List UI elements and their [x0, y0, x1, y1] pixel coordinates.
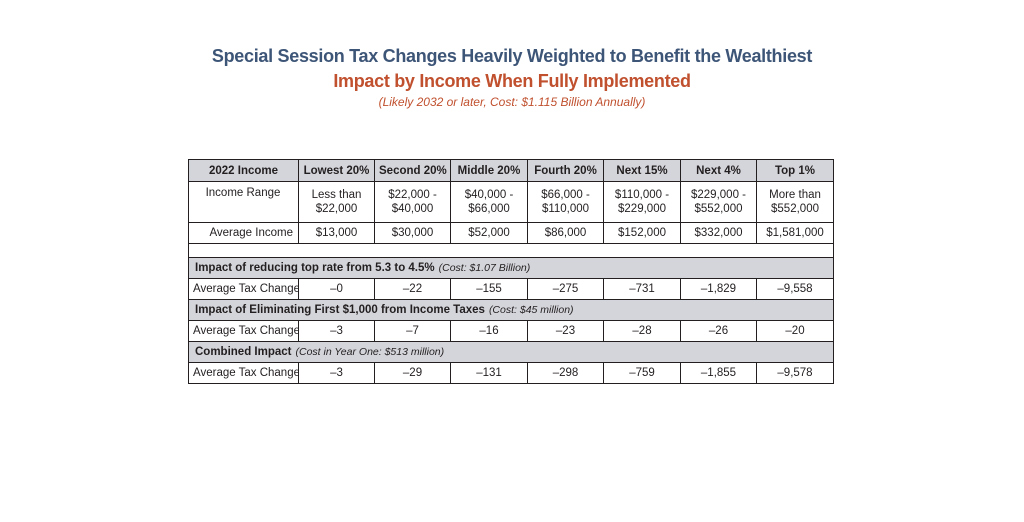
table-cell: –275	[527, 278, 604, 300]
section-header-row: Combined Impact (Cost in Year One: $513 m…	[188, 341, 834, 363]
table-cell: $332,000	[680, 222, 757, 244]
header-cell: Second 20%	[374, 159, 451, 182]
table-header-row: 2022 Income Lowest 20% Second 20% Middle…	[188, 159, 834, 182]
row-label: Average Income	[188, 222, 299, 244]
table-cell: –23	[527, 320, 604, 342]
table-cell: $1,581,000	[756, 222, 834, 244]
section-header-row: Impact of Eliminating First $1,000 from …	[188, 299, 834, 321]
range-line: More than	[769, 189, 821, 201]
table-cell: More than $552,000	[756, 181, 834, 223]
header-cell: Middle 20%	[450, 159, 528, 182]
table-cell: –155	[450, 278, 528, 300]
table-cell: –3	[298, 362, 375, 384]
table-cell: $66,000 - $110,000	[527, 181, 604, 223]
row-label: Average Tax Change	[188, 278, 299, 300]
range-line: $110,000 -	[614, 189, 670, 201]
section-cost: (Cost: $45 million)	[488, 304, 574, 316]
table-cell: –26	[680, 320, 757, 342]
header-cell: Fourth 20%	[527, 159, 604, 182]
row-label: Income Range	[188, 181, 299, 223]
header-cell: Top 1%	[756, 159, 834, 182]
table-cell: $110,000 - $229,000	[603, 181, 681, 223]
section-cost: (Cost in Year One: $513 million)	[295, 346, 445, 358]
section-cost: (Cost: $1.07 Billion)	[438, 262, 531, 274]
range-line: $552,000	[694, 203, 743, 215]
tax-change-row: Average Tax Change –3 –29 –131 –298 –759…	[188, 362, 834, 384]
report-subtitle: Impact by Income When Fully Implemented	[333, 71, 691, 91]
table-cell: –20	[756, 320, 834, 342]
average-income-row: Average Income $13,000 $30,000 $52,000 $…	[188, 222, 834, 244]
report-note: (Likely 2032 or later, Cost: $1.115 Bill…	[378, 95, 646, 109]
table-cell: –3	[298, 320, 375, 342]
table-cell: –28	[603, 320, 681, 342]
spacer-row	[188, 243, 834, 258]
table-cell: –298	[527, 362, 604, 384]
table-cell: –22	[374, 278, 451, 300]
table-cell: $86,000	[527, 222, 604, 244]
header-cell: Next 15%	[603, 159, 681, 182]
range-line: $229,000 -	[691, 189, 746, 201]
table-cell: $13,000	[298, 222, 375, 244]
header-cell: Next 4%	[680, 159, 757, 182]
table-cell: –7	[374, 320, 451, 342]
header-cell: Lowest 20%	[298, 159, 375, 182]
table-cell: –16	[450, 320, 528, 342]
range-line: Less than	[311, 189, 362, 201]
range-line: $229,000	[618, 203, 666, 215]
section-title: Impact of reducing top rate from 5.3 to …	[195, 262, 435, 274]
range-line: $40,000 -	[464, 189, 514, 201]
table-cell: –9,558	[756, 278, 834, 300]
table-cell: $30,000	[374, 222, 451, 244]
table-cell: –759	[603, 362, 681, 384]
income-range-row: Income Range Less than $22,000 $22,000 - $…	[188, 181, 834, 223]
tax-change-row: Average Tax Change –3 –7 –16 –23 –28 –26…	[188, 320, 834, 342]
table-cell: $52,000	[450, 222, 528, 244]
table-cell: Less than $22,000	[298, 181, 375, 223]
tax-change-row: Average Tax Change –0 –22 –155 –275 –731…	[188, 278, 834, 300]
row-label: Average Tax Change	[188, 362, 299, 384]
report-title: Special Session Tax Changes Heavily Weig…	[211, 46, 813, 66]
table-cell: –0	[298, 278, 375, 300]
table-cell: –9,578	[756, 362, 834, 384]
section-title: Impact of Eliminating First $1,000 from …	[195, 304, 485, 316]
table-cell: $22,000 - $40,000	[374, 181, 451, 223]
spacer-cell	[188, 243, 834, 258]
section-title-cell: Combined Impact (Cost in Year One: $513 m…	[188, 341, 834, 363]
table-cell: $229,000 - $552,000	[680, 181, 757, 223]
header-cell: 2022 Income	[188, 159, 299, 182]
table-cell: –731	[603, 278, 681, 300]
section-title-cell: Impact of reducing top rate from 5.3 to …	[188, 257, 834, 279]
section-header-row: Impact of reducing top rate from 5.3 to …	[188, 257, 834, 279]
range-line: $66,000	[468, 203, 510, 215]
table-cell: –1,829	[680, 278, 757, 300]
table-cell: –131	[450, 362, 528, 384]
table-cell: –29	[374, 362, 451, 384]
tax-impact-table: 2022 Income Lowest 20% Second 20% Middle…	[188, 159, 834, 384]
range-line: $22,000 -	[388, 189, 437, 201]
row-label: Average Tax Change	[188, 320, 299, 342]
table-cell: –1,855	[680, 362, 757, 384]
range-line: $66,000 -	[541, 189, 590, 201]
table-cell: $40,000 - $66,000	[450, 181, 528, 223]
range-line: $22,000	[315, 203, 358, 215]
range-line: $110,000	[541, 203, 590, 215]
table-cell: $152,000	[603, 222, 681, 244]
range-line: $552,000	[771, 203, 819, 215]
section-title: Combined Impact	[195, 346, 292, 358]
range-line: $40,000	[391, 203, 434, 215]
section-title-cell: Impact of Eliminating First $1,000 from …	[188, 299, 834, 321]
